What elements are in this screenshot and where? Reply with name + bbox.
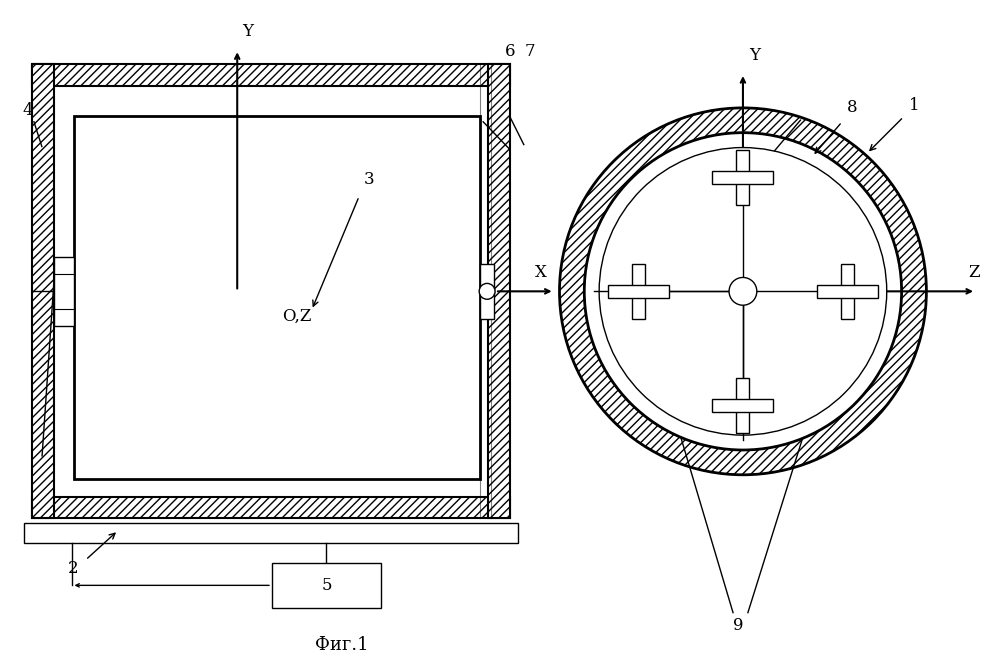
Bar <box>736 378 749 433</box>
Bar <box>816 285 877 298</box>
Text: 9: 9 <box>732 617 743 634</box>
Bar <box>489 64 509 518</box>
Text: 7: 7 <box>524 43 535 60</box>
Circle shape <box>729 277 757 305</box>
Bar <box>481 264 495 319</box>
Text: Y: Y <box>749 47 760 64</box>
Text: Y: Y <box>242 23 253 40</box>
Circle shape <box>584 133 902 450</box>
Bar <box>32 497 509 518</box>
Circle shape <box>599 148 887 435</box>
Text: O,X: O,X <box>761 294 788 308</box>
Text: 5: 5 <box>322 577 332 594</box>
Text: 2: 2 <box>68 560 79 577</box>
Bar <box>712 171 773 184</box>
Text: Фиг.1: Фиг.1 <box>315 636 369 654</box>
Text: 4: 4 <box>23 102 33 119</box>
Bar <box>608 285 669 298</box>
Text: X: X <box>534 265 546 282</box>
Bar <box>54 257 74 326</box>
Bar <box>32 64 509 86</box>
Text: 8: 8 <box>847 99 857 116</box>
Bar <box>736 150 749 205</box>
Bar <box>712 399 773 412</box>
Text: 1: 1 <box>909 97 920 114</box>
Text: Z: Z <box>968 265 980 282</box>
Text: 3: 3 <box>364 171 375 188</box>
Bar <box>24 523 517 543</box>
Bar <box>272 563 381 608</box>
Text: O,Z: O,Z <box>282 308 312 325</box>
Bar <box>840 264 853 319</box>
Circle shape <box>480 283 496 299</box>
Bar <box>632 264 645 319</box>
Bar <box>32 64 54 518</box>
Text: 6: 6 <box>504 43 515 60</box>
Bar <box>74 116 481 479</box>
Circle shape <box>559 108 926 475</box>
